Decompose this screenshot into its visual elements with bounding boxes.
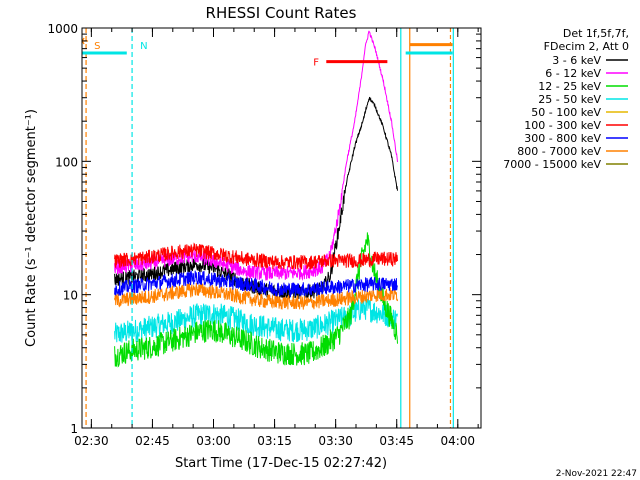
legend-entry-label: 7000 - 15000 keV bbox=[503, 158, 601, 171]
x-tick-label: 03:30 bbox=[318, 434, 353, 448]
series-line bbox=[114, 96, 398, 301]
x-tick-label: 03:15 bbox=[257, 434, 292, 448]
series-line bbox=[114, 282, 398, 310]
x-tick-label: 03:45 bbox=[379, 434, 414, 448]
y-tick-label: 1 bbox=[70, 422, 78, 436]
legend-entry-label: 12 - 25 keV bbox=[538, 80, 601, 93]
y-tick-label: 10 bbox=[63, 289, 78, 303]
legend-entry-label: 800 - 7000 keV bbox=[517, 145, 601, 158]
x-tick-label: 03:00 bbox=[196, 434, 231, 448]
y-axis: 1 10 100 1000 bbox=[47, 22, 481, 436]
series-line bbox=[114, 242, 398, 270]
series-line bbox=[114, 30, 398, 281]
legend-entry-label: 50 - 100 keV bbox=[531, 106, 601, 119]
y-axis-label: Count Rate (s⁻¹ detector segment⁻¹) bbox=[24, 109, 39, 347]
state-segment-label: F bbox=[313, 58, 319, 69]
series-line bbox=[114, 270, 398, 298]
legend-entry-label: 100 - 300 keV bbox=[524, 119, 601, 132]
series-line bbox=[114, 232, 398, 368]
x-axis: 02:30 02:45 03:00 03:15 03:30 03:45 04:00 bbox=[74, 27, 482, 448]
y-tick-label: 1000 bbox=[47, 22, 78, 36]
x-tick-label: 02:45 bbox=[135, 434, 170, 448]
marker-label: N bbox=[140, 41, 147, 52]
x-axis-label: Start Time (17-Dec-15 02:27:42) bbox=[175, 456, 387, 471]
marker-label: S bbox=[94, 41, 100, 52]
legend-entry-label: 6 - 12 keV bbox=[545, 67, 601, 80]
y-tick-label: 100 bbox=[55, 155, 78, 169]
legend-header: FDecim 2, Att 0 bbox=[544, 40, 629, 53]
legend-entry-label: 3 - 6 keV bbox=[552, 54, 601, 67]
series-line bbox=[114, 297, 398, 343]
legend-entry-label: 300 - 800 keV bbox=[524, 132, 601, 145]
legend-header: Det 1f,5f,7f, bbox=[563, 27, 629, 40]
x-tick-label: 04:00 bbox=[440, 434, 475, 448]
timestamp: 2-Nov-2021 22:47 bbox=[556, 469, 637, 479]
plot-area: S N F bbox=[82, 28, 454, 428]
plot-frame bbox=[81, 27, 482, 429]
chart-title: RHESSI Count Rates bbox=[206, 4, 357, 22]
legend-entry-label: 25 - 50 keV bbox=[538, 93, 601, 106]
x-tick-label: 02:30 bbox=[74, 434, 109, 448]
